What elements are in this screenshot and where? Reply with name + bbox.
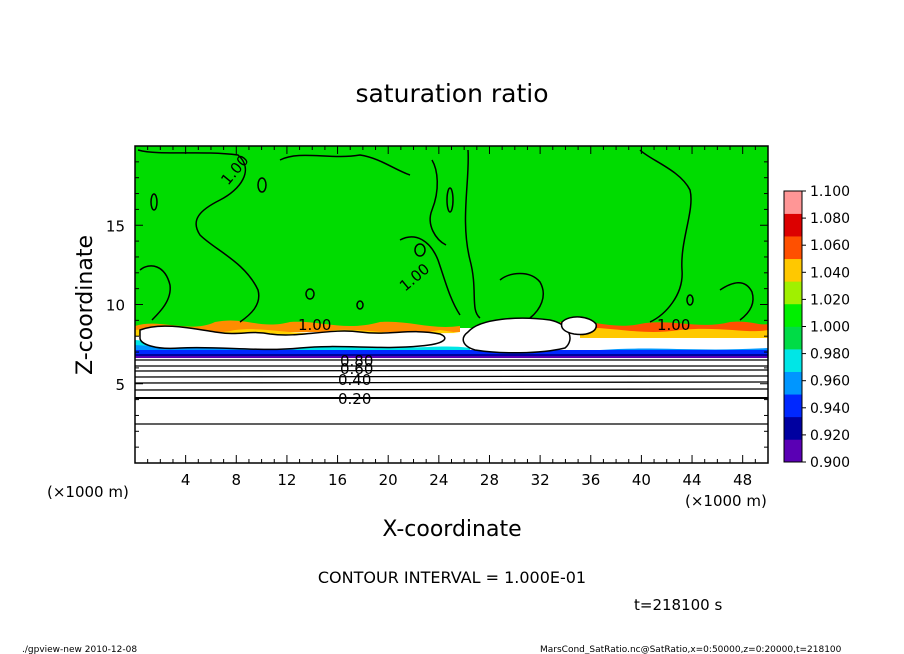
contours-upper: [137, 149, 754, 323]
x-tick-label: 44: [682, 471, 701, 489]
x-axis: 4 8 12 16 20 24 28 32 36 40 44 48: [134, 146, 769, 489]
x-unit-label-right: (×1000 m): [685, 492, 767, 510]
colorbar-swatch: [784, 439, 802, 463]
colorbar-swatch: [784, 258, 802, 282]
contour-label: 0.40: [338, 371, 371, 389]
colorbar-swatch: [784, 281, 802, 305]
colorbar-swatch: [784, 349, 802, 372]
colorbar: 0.900 0.920 0.940 0.960 0.980 1.000 1.020 1.040…: [783, 184, 850, 471]
contours-lower: [134, 359, 769, 426]
colorbar-swatch: [784, 326, 802, 350]
contour-label: 1.00: [298, 316, 331, 334]
colorbar-label: 1.020: [810, 292, 850, 308]
colorbar-swatch: [784, 213, 802, 237]
plot-area: [134, 145, 769, 464]
x-tick-label: 20: [379, 471, 398, 489]
colorbar-label: 1.000: [810, 320, 850, 336]
contour-interval: CONTOUR INTERVAL = 1.000E-01: [318, 568, 586, 587]
colorbar-label: 1.040: [810, 265, 850, 281]
x-tick-label: 36: [581, 471, 600, 489]
contour-label: 1.00: [657, 316, 690, 334]
x-tick-label: 4: [181, 471, 191, 489]
y-axis: 5 10 15: [106, 145, 768, 464]
contour-labels: 1.00 1.00 1.00 1.00 0.80 0.60 0.40 0.20: [217, 151, 690, 408]
footer-right: MarsCond_SatRatio.nc@SatRatio,x=0:50000,…: [540, 645, 842, 654]
contour-label: 0.60: [340, 360, 373, 378]
contour-label: 0.80: [340, 352, 373, 370]
colorbar-swatch: [784, 303, 802, 327]
colorbar-label: 1.100: [810, 184, 850, 200]
footer-left: ./gpview-new 2010-12-08: [22, 645, 137, 654]
colorbar-label: 0.940: [810, 401, 850, 417]
x-tick-label: 12: [277, 471, 296, 489]
y-axis-label: Z-coordinate: [73, 235, 98, 375]
contour-label: 0.20: [338, 390, 371, 408]
colorbar-swatch: [784, 394, 802, 418]
x-tick-label: 24: [429, 471, 448, 489]
colorbar-swatch: [784, 416, 802, 440]
colorbar-swatch: [784, 191, 802, 214]
x-unit-label-left: (×1000 m): [47, 483, 129, 501]
y-tick-label: 5: [115, 376, 125, 394]
x-tick-label: 8: [232, 471, 242, 489]
colorbar-label: 1.060: [810, 238, 850, 254]
x-tick-label: 28: [480, 471, 499, 489]
y-tick-label: 15: [106, 217, 125, 235]
colorbar-label: 1.080: [810, 211, 850, 227]
x-tick-label: 32: [531, 471, 550, 489]
chart-title: saturation ratio: [355, 79, 548, 108]
colorbar-label: 0.920: [810, 428, 850, 444]
colorbar-swatch: [784, 236, 802, 260]
colorbar-swatch: [784, 371, 802, 395]
colorbar-label: 0.960: [810, 374, 850, 390]
x-axis-label: X-coordinate: [382, 517, 521, 542]
y-tick-label: 10: [106, 297, 125, 315]
time-label: t=218100 s: [634, 596, 722, 614]
x-tick-label: 48: [733, 471, 752, 489]
colorbar-label: 0.980: [810, 347, 850, 363]
x-tick-label: 16: [328, 471, 347, 489]
colorbar-label: 0.900: [810, 455, 850, 471]
x-tick-label: 40: [632, 471, 651, 489]
cloud-blobs: [139, 316, 597, 354]
